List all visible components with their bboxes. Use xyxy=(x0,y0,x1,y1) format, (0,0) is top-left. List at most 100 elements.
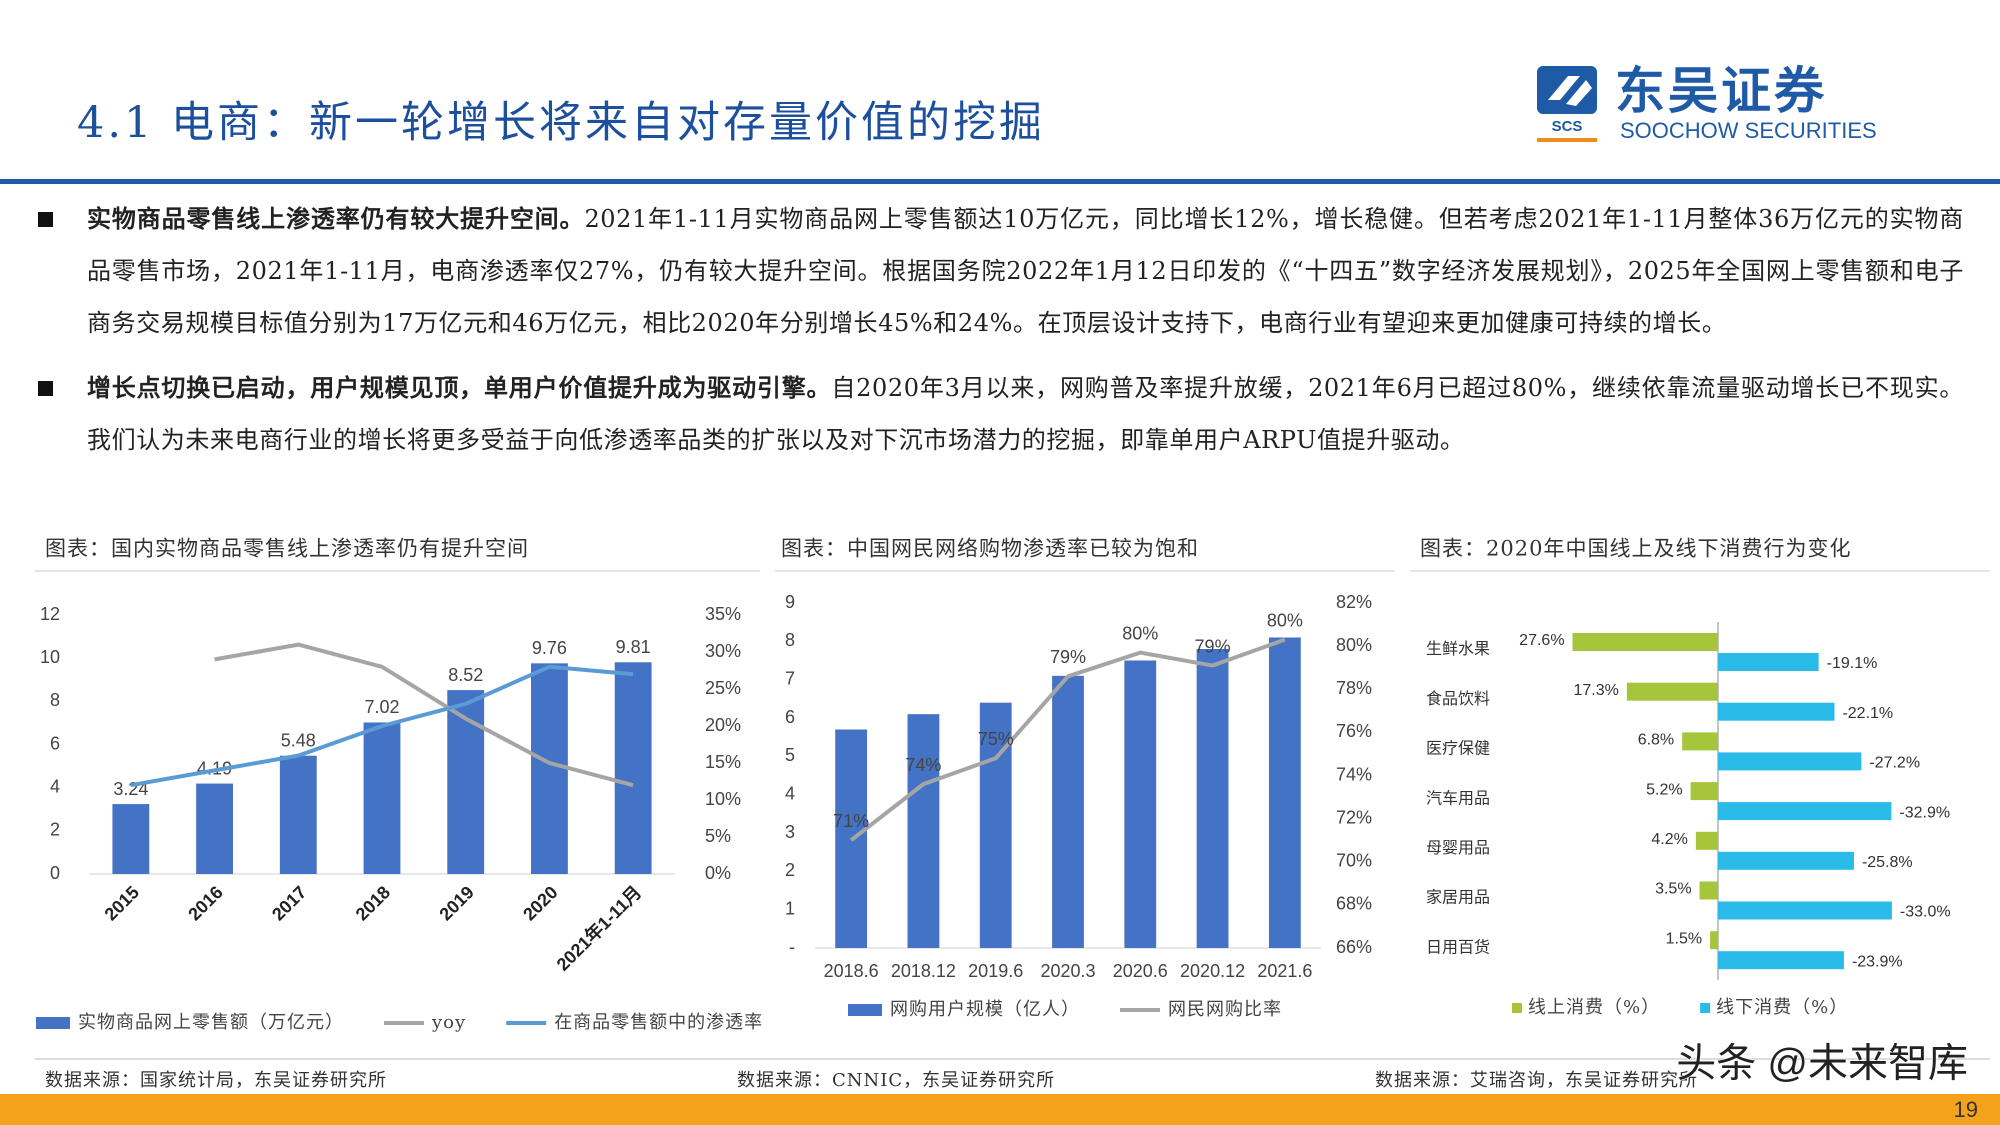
category-label: 家居用品 xyxy=(1426,889,1490,907)
chart-title: 图表：国内实物商品零售线上渗透率仍有提升空间 xyxy=(45,537,529,561)
bullet-body: 自2020年3月以来，网购普及率提升放缓，2021年6月已超过80%，继续依靠流… xyxy=(87,374,1964,454)
line xyxy=(214,642,634,788)
y2-tick-label: 78% xyxy=(1336,678,1372,698)
x-tick-label: 2016 xyxy=(184,882,226,924)
bar xyxy=(363,722,401,874)
bar xyxy=(1718,951,1844,970)
y2-tick-label: 25% xyxy=(705,678,741,698)
legend-swatch xyxy=(848,1004,882,1016)
x-tick-label: 2021年1-11月 xyxy=(552,881,645,974)
y2-tick-label: 30% xyxy=(705,641,741,661)
data-label: 5.2% xyxy=(1646,781,1682,798)
legend-swatch xyxy=(1512,1003,1522,1013)
legend-swatch xyxy=(1700,1003,1711,1013)
data-label: 6.8% xyxy=(1638,732,1674,749)
data-label: -33.0% xyxy=(1900,904,1951,921)
bar xyxy=(1710,931,1718,950)
bar xyxy=(1124,660,1157,948)
bullet-list: 实物商品零售线上渗透率仍有较大提升空间。2021年1-11月实物商品网上零售额达… xyxy=(38,193,1964,479)
title-rule xyxy=(0,179,2000,184)
y2-tick-label: 68% xyxy=(1336,894,1372,914)
y-tick-label: 4 xyxy=(50,776,60,796)
data-label: 79% xyxy=(1050,647,1086,667)
y-tick-label: 2 xyxy=(50,820,60,840)
legend-label: 在商品零售额中的渗透率 xyxy=(554,1012,763,1033)
y2-tick-label: 66% xyxy=(1336,937,1372,957)
page-title: 4.1 电商：新一轮增长将来自对存量价值的挖掘 xyxy=(77,98,1046,148)
bar xyxy=(1718,851,1854,870)
x-tick-label: 2015 xyxy=(101,882,143,924)
footer-bar xyxy=(0,1094,2000,1125)
category-label: 生鲜水果 xyxy=(1426,640,1490,658)
bar xyxy=(1052,675,1084,948)
logo-abbr: SCS xyxy=(1552,118,1583,135)
y2-tick-label: 74% xyxy=(1336,764,1372,784)
y2-tick-label: 5% xyxy=(705,826,731,846)
legend-swatch xyxy=(36,1017,70,1029)
data-label: 1.5% xyxy=(1666,930,1702,947)
y2-tick-label: 35% xyxy=(705,604,741,624)
chart-title: 图表：2020年中国线上及线下消费行为变化 xyxy=(1420,537,1851,561)
data-label: 9.81 xyxy=(616,637,651,657)
logo-name: 东吴证券 xyxy=(1615,63,1827,119)
data-label: -23.9% xyxy=(1852,953,1903,970)
legend-label: 线下消费（%） xyxy=(1716,997,1848,1018)
y2-tick-label: 15% xyxy=(705,752,741,772)
y-tick-label: 7 xyxy=(785,668,795,688)
chart-source: 数据来源：CNNIC，东吴证券研究所 xyxy=(737,1070,1055,1091)
line xyxy=(130,664,634,788)
data-label: 9.76 xyxy=(532,638,567,658)
legend-label: 网购用户规模（亿人） xyxy=(890,999,1080,1020)
legend-label: yoy xyxy=(431,1012,466,1033)
category-label: 医疗保健 xyxy=(1426,740,1490,758)
bar xyxy=(531,663,568,874)
bullet: 增长点切换已启动，用户规模见顶，单用户价值提升成为驱动引擎。自2020年3月以来… xyxy=(38,362,1964,466)
bullet-marker xyxy=(38,381,53,396)
data-label: 79% xyxy=(1195,636,1231,656)
data-label: 17.3% xyxy=(1573,682,1618,699)
bar xyxy=(1718,653,1819,671)
data-label: 75% xyxy=(978,729,1014,749)
y-tick-label: 3 xyxy=(785,822,795,842)
data-label: 5.48 xyxy=(281,730,316,750)
line xyxy=(849,637,1286,842)
y-tick-label: - xyxy=(789,937,795,957)
y2-tick-label: 76% xyxy=(1336,721,1372,741)
bar xyxy=(279,755,317,874)
category-label: 食品饮料 xyxy=(1426,690,1490,708)
bullet-text: 增长点切换已启动，用户规模见顶，单用户价值提升成为驱动引擎。自2020年3月以来… xyxy=(87,362,1964,466)
bar xyxy=(1695,831,1718,850)
x-tick-label: 2021.6 xyxy=(1257,961,1312,981)
data-label: 27.6% xyxy=(1519,632,1564,649)
y-tick-label: 8 xyxy=(50,690,60,710)
bar xyxy=(196,783,233,874)
bar xyxy=(1268,637,1301,948)
y-tick-label: 1 xyxy=(785,898,795,918)
data-label: 80% xyxy=(1267,610,1303,630)
y-tick-label: 4 xyxy=(785,783,795,803)
x-tick-label: 2019.6 xyxy=(968,961,1023,981)
bullet-marker xyxy=(38,212,53,227)
data-label: 71% xyxy=(833,811,869,831)
x-tick-label: 2017 xyxy=(268,882,310,924)
y-tick-label: 6 xyxy=(50,733,60,753)
data-label: -22.1% xyxy=(1842,705,1893,722)
data-label: 4.2% xyxy=(1651,831,1687,848)
y2-tick-label: 70% xyxy=(1336,851,1372,871)
bullet: 实物商品零售线上渗透率仍有较大提升空间。2021年1-11月实物商品网上零售额达… xyxy=(38,193,1964,349)
page-number: 19 xyxy=(1954,1097,1978,1122)
logo-mark xyxy=(1548,76,1592,106)
bar xyxy=(112,804,150,874)
bullet-lead: 实物商品零售线上渗透率仍有较大提升空间。 xyxy=(87,204,585,233)
chart-source: 数据来源：艾瑞咨询，东吴证券研究所 xyxy=(1375,1070,1698,1091)
bar xyxy=(907,714,940,948)
data-label: -32.9% xyxy=(1899,804,1950,821)
legend-label: 线上消费（%） xyxy=(1528,997,1660,1018)
x-tick-label: 2018.12 xyxy=(891,961,956,981)
data-label: 7.02 xyxy=(364,697,399,717)
y-tick-label: 2 xyxy=(785,860,795,880)
bar xyxy=(1699,881,1718,900)
y-tick-label: 8 xyxy=(785,630,795,650)
